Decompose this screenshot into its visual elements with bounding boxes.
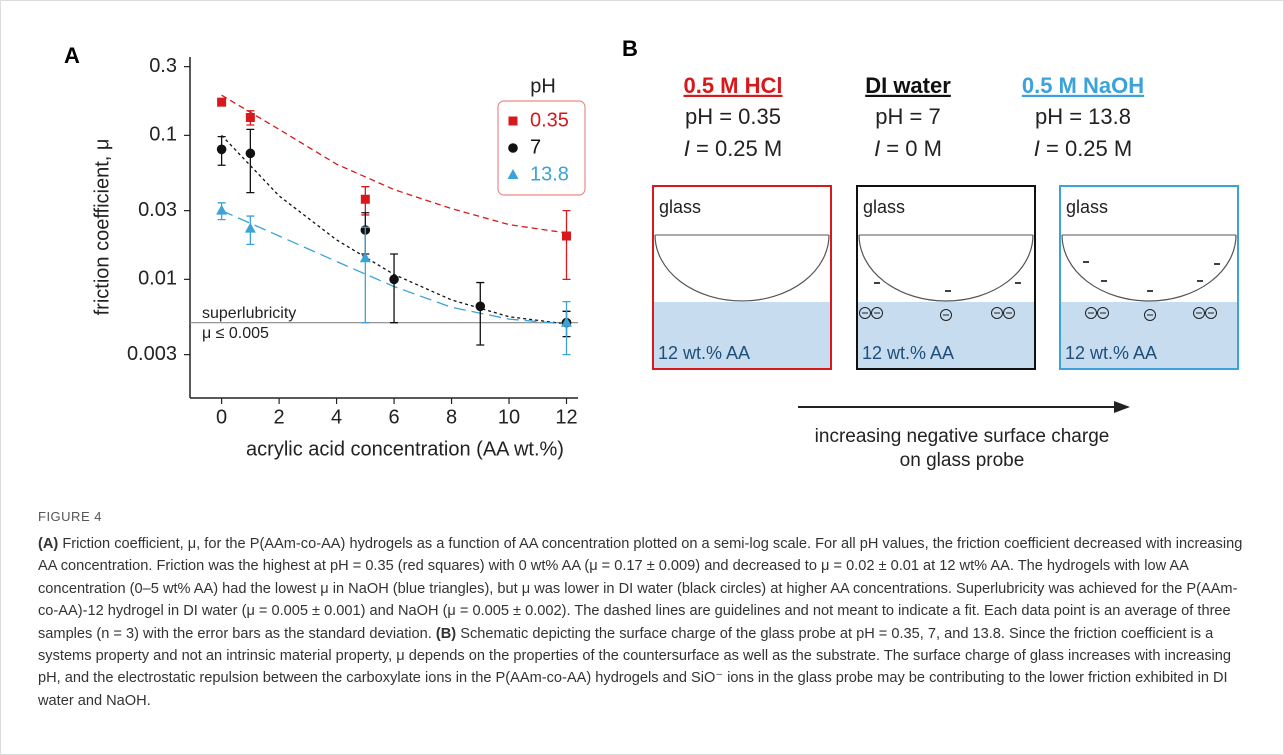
error-bar bbox=[476, 281, 485, 346]
marker bbox=[561, 316, 573, 327]
column-box bbox=[1059, 185, 1239, 370]
arrow-head bbox=[1114, 401, 1130, 413]
solution bbox=[857, 302, 1035, 369]
x-tick-label: 10 bbox=[498, 406, 520, 428]
guide-line bbox=[221, 94, 567, 234]
caption-part: Schematic depicting the surface charge o… bbox=[38, 625, 1232, 709]
marker bbox=[389, 274, 399, 285]
marker bbox=[562, 231, 572, 241]
ion bbox=[1193, 307, 1205, 319]
legend-marker bbox=[508, 116, 518, 126]
error-bar bbox=[246, 128, 255, 194]
caption-part: (A) bbox=[38, 536, 59, 552]
ion bbox=[1144, 309, 1156, 321]
glass-probe bbox=[654, 234, 830, 302]
ph-label: pH = 13.8 bbox=[1035, 104, 1131, 129]
ionic-symbol: I bbox=[874, 136, 880, 161]
ionic-value: = 0.25 M bbox=[1040, 136, 1132, 161]
column-title: DI water bbox=[865, 73, 951, 98]
legend-marker bbox=[508, 143, 518, 153]
solution bbox=[653, 302, 831, 369]
legend-marker bbox=[507, 169, 519, 179]
column-box bbox=[652, 185, 832, 370]
ion bbox=[1003, 307, 1015, 319]
figure: A acrylic acid concentration (AA wt.%) f… bbox=[64, 36, 1239, 471]
legend-label: 7 bbox=[530, 136, 541, 158]
marker bbox=[216, 144, 227, 155]
ion bbox=[1205, 307, 1217, 319]
caption-part: Friction coefficient, μ, for the P(AAm-c… bbox=[38, 536, 1243, 642]
ion bbox=[871, 307, 883, 319]
y-axis-label: friction coefficient, μ bbox=[91, 139, 113, 316]
probe-label: glass bbox=[863, 197, 905, 217]
panel-label: B bbox=[622, 36, 638, 61]
marker bbox=[244, 222, 256, 233]
ion bbox=[940, 309, 952, 321]
x-tick-label: 12 bbox=[555, 406, 577, 428]
marker bbox=[360, 194, 370, 204]
probe-label: glass bbox=[659, 197, 701, 217]
arrow-text: increasing negative surface charge bbox=[815, 426, 1110, 447]
error-bar bbox=[361, 226, 370, 324]
caption-part: (B) bbox=[435, 625, 457, 642]
legend-label: 13.8 bbox=[530, 163, 569, 185]
threshold-label: superlubricity bbox=[202, 305, 296, 322]
ph-label: pH = 7 bbox=[875, 104, 940, 129]
ionic-strength: I = 0.25 M bbox=[1034, 136, 1132, 161]
y-tick-label: 0.1 bbox=[149, 124, 177, 146]
caption: (A) Friction coefficient, μ, for the P(A… bbox=[38, 533, 1253, 712]
solution-label: 12 wt.% AA bbox=[862, 343, 954, 363]
ionic-strength: I = 0.25 M bbox=[684, 136, 782, 161]
ion bbox=[991, 307, 1003, 319]
marker bbox=[245, 148, 256, 159]
x-tick-label: 6 bbox=[388, 406, 399, 428]
ionic-symbol: I bbox=[684, 136, 690, 161]
column-title: 0.5 M NaOH bbox=[1022, 73, 1144, 98]
solution-label: 12 wt.% AA bbox=[1065, 343, 1157, 363]
y-tick-label: 0.3 bbox=[149, 55, 177, 77]
legend-title: pH bbox=[530, 75, 556, 97]
y-tick-label: 0.01 bbox=[138, 268, 177, 290]
ion bbox=[859, 307, 871, 319]
legend-box bbox=[497, 100, 586, 196]
x-axis-label: acrylic acid concentration (AA wt.%) bbox=[246, 438, 564, 460]
marker bbox=[245, 113, 255, 123]
glass-probe bbox=[858, 234, 1034, 302]
solution-label: 12 wt.% AA bbox=[658, 343, 750, 363]
x-tick-label: 0 bbox=[216, 406, 227, 428]
panel-label: A bbox=[64, 43, 80, 68]
ionic-value: = 0 M bbox=[880, 136, 942, 161]
figure-label: FIGURE 4 bbox=[38, 509, 102, 524]
y-tick-label: 0.03 bbox=[138, 199, 177, 221]
threshold-label: μ ≤ 0.005 bbox=[202, 325, 269, 342]
x-tick-label: 2 bbox=[274, 406, 285, 428]
ionic-strength: I = 0 M bbox=[874, 136, 942, 161]
glass-probe bbox=[1061, 234, 1237, 302]
y-tick-label: 0.003 bbox=[127, 343, 177, 365]
error-bar bbox=[390, 253, 399, 324]
x-tick-label: 8 bbox=[446, 406, 457, 428]
column-box bbox=[856, 185, 1036, 370]
error-bar bbox=[562, 301, 571, 356]
probe-label: glass bbox=[1066, 197, 1108, 217]
error-bar bbox=[562, 209, 571, 281]
ion bbox=[1085, 307, 1097, 319]
ph-label: pH = 0.35 bbox=[685, 104, 781, 129]
marker bbox=[475, 301, 486, 312]
ionic-symbol: I bbox=[1034, 136, 1040, 161]
marker bbox=[217, 97, 227, 107]
arrow-text: on glass probe bbox=[900, 450, 1025, 471]
marker bbox=[359, 252, 371, 263]
x-tick-label: 4 bbox=[331, 406, 342, 428]
ionic-value: = 0.25 M bbox=[690, 136, 782, 161]
ion bbox=[1097, 307, 1109, 319]
legend-label: 0.35 bbox=[530, 109, 569, 131]
marker bbox=[216, 204, 228, 215]
column-title: 0.5 M HCl bbox=[683, 73, 782, 98]
